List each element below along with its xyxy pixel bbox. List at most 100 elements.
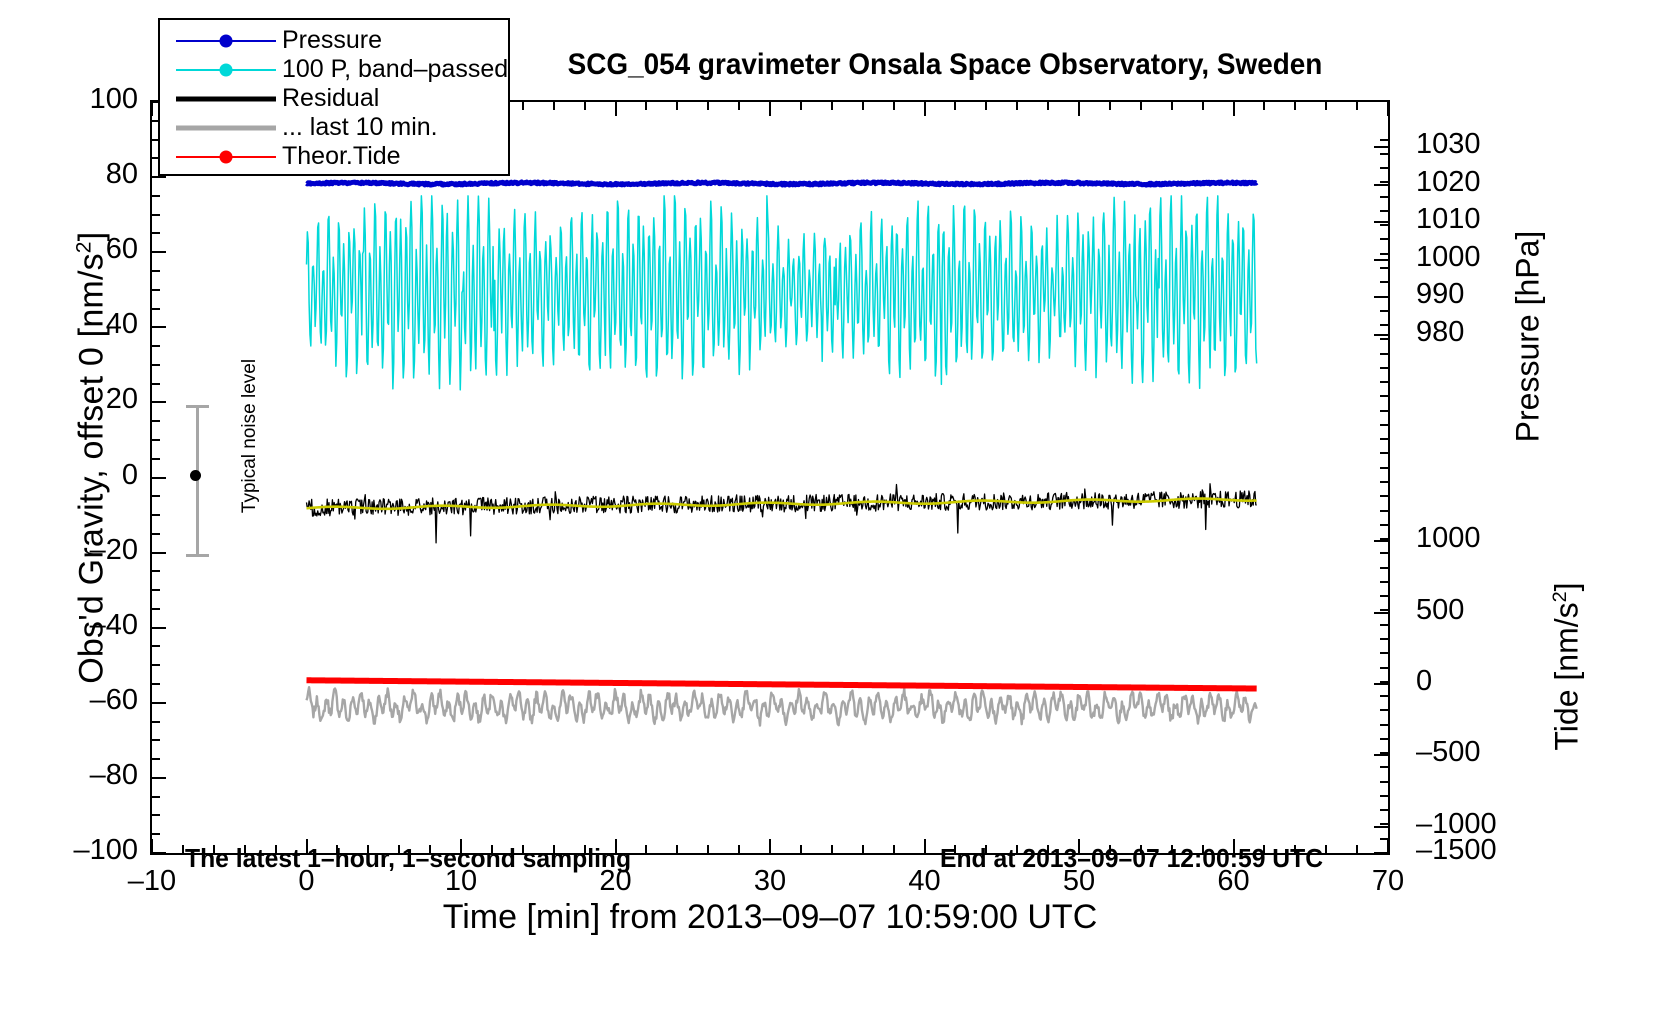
right-tick-minor [1380, 695, 1388, 698]
y-tick-minor [152, 589, 160, 592]
legend-swatch [170, 113, 282, 142]
y-tick-minor [152, 833, 160, 836]
y-tick-label: –20 [89, 533, 138, 566]
y-tick-major [152, 176, 166, 179]
right-tick-minor [1380, 709, 1388, 712]
right-tick-minor [1380, 780, 1388, 783]
right-tick-minor [1380, 766, 1388, 769]
x-tick-minor [243, 845, 246, 853]
noise-level-label: Typical noise level [239, 358, 260, 514]
right-tick-minor [1380, 409, 1388, 412]
right-tick-minor [1380, 438, 1388, 441]
y-tick-minor [152, 607, 160, 610]
right-tick-minor [1380, 266, 1388, 269]
tide-tick-label: 1000 [1416, 522, 1481, 555]
tide-tick-label: –500 [1416, 736, 1481, 769]
y-tick-minor [152, 514, 160, 517]
x-tick-minor [181, 845, 184, 853]
right-tick-minor [1380, 138, 1388, 141]
x-tick-minor-top [1263, 102, 1266, 110]
legend-item-0[interactable]: Pressure [170, 26, 508, 55]
legend-item-1[interactable]: 100 P, band–passed [170, 55, 508, 84]
y-tick-label: –40 [89, 608, 138, 641]
x-tick-minor [367, 845, 370, 853]
x-tick-major-top [1232, 102, 1235, 116]
y-tick-minor [152, 363, 160, 366]
legend-item-2[interactable]: Residual [170, 84, 508, 113]
legend-item-3[interactable]: ... last 10 min. [170, 113, 508, 142]
x-tick-minor [552, 845, 555, 853]
noise-bar [196, 405, 199, 557]
x-tick-minor-top [1325, 102, 1328, 110]
legend-marker-dot [219, 63, 233, 76]
y-tick-minor [152, 138, 160, 141]
x-tick-minor [212, 845, 215, 853]
legend-swatch [170, 84, 282, 113]
y-tick-label: 80 [105, 158, 138, 191]
legend-label: Theor.Tide [282, 142, 401, 170]
x-tick-minor [707, 845, 710, 853]
y-tick-minor [152, 664, 160, 667]
x-tick-minor [1047, 845, 1050, 853]
x-tick-minor-top [676, 102, 679, 110]
legend[interactable]: Pressure 100 P, band–passed Residual... la… [158, 18, 510, 176]
legend-item-4[interactable]: Theor.Tide [170, 142, 508, 171]
x-tick-minor [429, 845, 432, 853]
right-tick-minor [1380, 752, 1388, 755]
sampling-note: The latest 1–hour, 1–second sampling [185, 843, 632, 873]
right-tick-minor [1380, 366, 1388, 369]
x-tick-minor-top [1016, 102, 1019, 110]
x-tick-minor [1170, 845, 1173, 853]
x-tick-major [460, 839, 462, 853]
right-tick-minor [1380, 152, 1388, 155]
legend-label: Pressure [282, 26, 383, 54]
right-tick-minor [1380, 295, 1388, 298]
right-tick-minor [1380, 794, 1388, 797]
right-tick-minor [1380, 481, 1388, 483]
right-tick-minor [1380, 552, 1388, 555]
x-tick-minor [861, 845, 864, 853]
y-tick-label: 100 [89, 83, 138, 115]
x-tick-minor [1108, 845, 1111, 853]
y-tick-minor [152, 119, 160, 122]
y-tick-minor [152, 645, 160, 648]
x-tick-minor [1016, 845, 1019, 853]
right-tick-minor [1380, 538, 1388, 541]
x-tick-minor [799, 845, 802, 853]
y-tick-minor [152, 232, 160, 235]
legend-label: 100 P, band–passed [282, 55, 509, 83]
y-tick-major [152, 326, 166, 329]
x-tick-label: –10 [127, 865, 177, 897]
x-tick-major-top [769, 102, 771, 116]
y-tick-minor [152, 570, 160, 573]
right-tick-minor [1380, 224, 1388, 227]
right-tick-minor [1380, 466, 1388, 469]
x-tick-minor-top [1047, 102, 1050, 110]
tide-tick-major [1374, 825, 1388, 828]
legend-marker-dot [219, 34, 233, 47]
x-tick-minor [398, 845, 401, 853]
tide-tick-label: 500 [1416, 593, 1465, 626]
right-tick-minor [1380, 452, 1388, 455]
x-tick-minor-top [799, 102, 802, 110]
right-tick-minor [1380, 666, 1388, 669]
right-tick-minor [1380, 352, 1388, 355]
x-tick-minor [1325, 845, 1328, 853]
data-traces [304, 179, 1259, 727]
y-tick-minor [152, 739, 160, 742]
x-tick-major [305, 839, 308, 853]
x-tick-label: 30 [753, 865, 787, 897]
legend-line [176, 96, 276, 101]
y-tick-major [152, 476, 166, 479]
right-tick-minor [1380, 423, 1388, 426]
x-tick-label: 60 [1217, 865, 1250, 897]
y-tick-minor [152, 194, 160, 197]
y-tick-minor [152, 438, 160, 441]
x-tick-major-top [1078, 102, 1080, 116]
right-tick-minor [1380, 238, 1388, 241]
x-tick-minor [521, 845, 524, 853]
y-tick-minor [152, 758, 160, 761]
